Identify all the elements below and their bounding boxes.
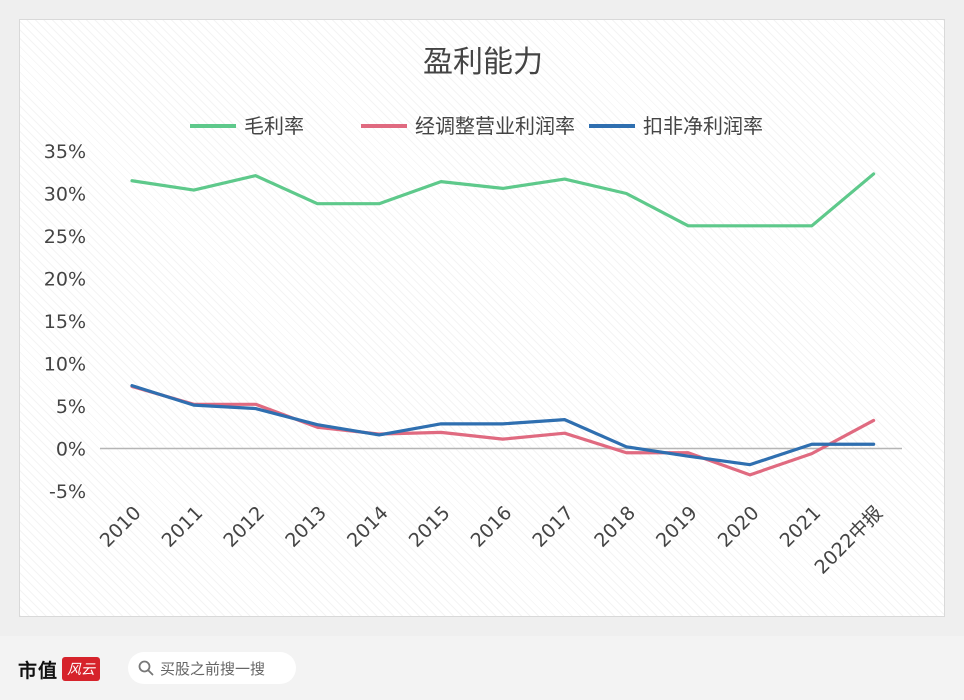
series-line-2 [130,384,876,467]
y-tick-label: 35% [44,141,86,163]
x-tick-label: 2010 [96,502,146,552]
search-box[interactable]: 买股之前搜一搜 [128,652,296,684]
x-axis: 2010 2011 2012 2013 2014 2015 2016 2017 2018 2019… [96,502,887,579]
legend-label: 扣非净利润率 [643,114,763,138]
x-tick-label: 2022中报 [811,502,888,579]
y-tick-label: 30% [44,184,86,206]
x-tick-label: 2018 [590,502,640,552]
x-tick-label: 2011 [158,502,208,552]
x-tick-label: 2016 [467,502,517,552]
y-axis: 35% 30% 25% 20% 15% 10% 5% 0% -5% [44,141,86,503]
y-tick-label: -5% [49,481,86,503]
brand-mark: 风云 [62,657,101,681]
series-line-1 [130,384,876,477]
x-tick-label: 2020 [714,502,764,552]
y-tick-label: 15% [44,311,86,333]
chart-title: 盈利能力 [423,45,543,80]
x-tick-label: 2017 [528,502,578,552]
x-tick-label: 2014 [343,502,393,552]
chart-card: 盈利能力 毛利率 经调整营业利润率 扣非净利润率 35% 30% 25% 20% 15% 10… [19,19,945,617]
search-placeholder: 买股之前搜一搜 [160,659,266,678]
x-tick-label: 2013 [281,502,331,552]
line-chart: 盈利能力 毛利率 经调整营业利润率 扣非净利润率 35% 30% 25% 20% 15% 10… [44,45,902,579]
brand-logo[interactable]: 市值 风云 [18,656,101,682]
legend-label: 经调整营业利润率 [415,114,575,138]
series-line-0 [130,172,876,228]
legend-label: 毛利率 [244,114,304,138]
series-group [130,172,876,477]
x-tick-label: 2021 [776,502,826,552]
search-icon [138,660,154,676]
footer-bar: 市值 风云 买股之前搜一搜 [0,636,964,700]
y-tick-label: 20% [44,269,86,291]
chart-legend: 毛利率 经调整营业利润率 扣非净利润率 [190,114,763,138]
y-tick-label: 5% [56,396,86,418]
y-tick-label: 25% [44,226,86,248]
brand-name: 市值 [18,659,59,682]
x-tick-label: 2019 [652,502,702,552]
y-tick-label: 10% [44,354,86,376]
x-tick-label: 2015 [405,502,455,552]
x-tick-label: 2012 [219,502,269,552]
y-tick-label: 0% [56,439,86,461]
